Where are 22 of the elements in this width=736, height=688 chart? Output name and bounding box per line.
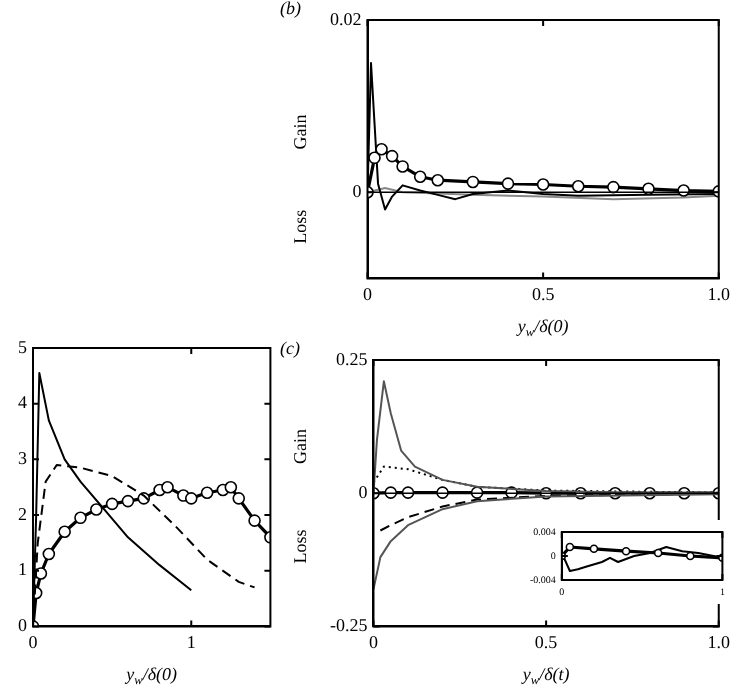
x-tick-label: 0.5 [534,631,559,652]
y-tick-label: 0 [358,481,369,502]
chart-title: (b) [280,0,301,18]
y-tick-label: 4 [18,392,28,413]
text: Loss [289,528,310,564]
text: Loss [289,208,310,244]
text: Gain [289,113,310,150]
y-tick-label: 1 [18,559,27,580]
y-tick-label: -0.25 [329,615,369,636]
x-tick-label: 1.0 [707,631,731,652]
x-tick-label: 1.0 [707,283,731,304]
x-tick-label: 1 [186,631,196,652]
text: Gain [289,428,310,465]
y-tick-label: 0.25 [335,348,369,369]
y-tick-label: 2 [18,503,27,524]
chart-title: (c) [280,337,300,358]
y-tick-label: 0.02 [330,8,362,29]
y-tick-label: 5 [18,336,28,357]
x-tick-label: 0.5 [531,283,556,304]
y-tick-label: 3 [18,448,28,469]
y-tick-label: 0 [352,180,363,201]
y-tick-label: 0 [18,615,28,636]
